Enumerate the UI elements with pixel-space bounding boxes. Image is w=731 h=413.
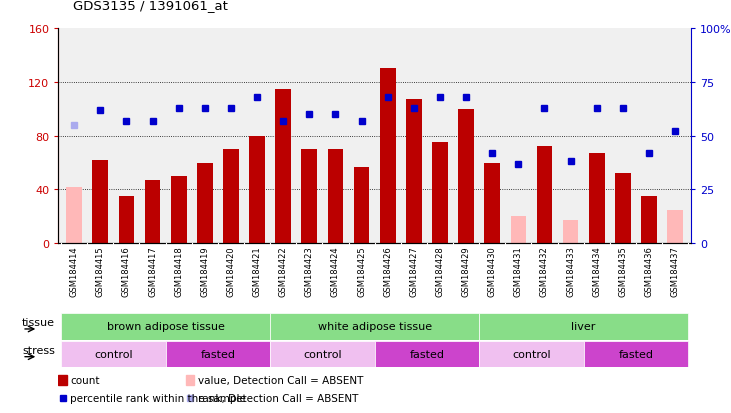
Text: GSM184428: GSM184428 [436, 246, 444, 297]
Text: liver: liver [572, 321, 596, 332]
Bar [406, 100, 422, 244]
Text: GSM184434: GSM184434 [592, 246, 601, 297]
Text: GSM184424: GSM184424 [331, 246, 340, 296]
Text: GSM184429: GSM184429 [461, 246, 471, 296]
Text: GSM184433: GSM184433 [566, 246, 575, 297]
Text: GSM184435: GSM184435 [618, 246, 627, 297]
Text: GSM184420: GSM184420 [227, 246, 235, 296]
Text: GSM184417: GSM184417 [148, 246, 157, 297]
Text: GSM184425: GSM184425 [357, 246, 366, 296]
Text: tissue: tissue [22, 318, 55, 328]
Bar [92, 161, 108, 244]
Text: fasted: fasted [200, 349, 235, 359]
Text: control: control [512, 349, 550, 359]
Text: GSM184416: GSM184416 [122, 246, 131, 297]
Text: brown adipose tissue: brown adipose tissue [107, 321, 224, 332]
Bar [479, 313, 688, 340]
Text: count: count [70, 375, 99, 385]
Bar [270, 341, 374, 368]
Bar [223, 150, 239, 244]
Bar [354, 167, 369, 244]
Text: GSM184431: GSM184431 [514, 246, 523, 297]
Bar [118, 197, 135, 244]
Bar [374, 341, 479, 368]
Bar [58, 375, 67, 385]
Text: GSM184436: GSM184436 [645, 246, 654, 297]
Text: GSM184430: GSM184430 [488, 246, 497, 297]
Bar [479, 341, 583, 368]
Text: percentile rank within the sample: percentile rank within the sample [70, 394, 246, 404]
Text: control: control [303, 349, 341, 359]
Bar [641, 197, 657, 244]
Text: GSM184418: GSM184418 [174, 246, 183, 297]
Bar [301, 150, 317, 244]
Text: GSM184427: GSM184427 [409, 246, 418, 297]
Bar [589, 154, 605, 244]
Text: white adipose tissue: white adipose tissue [317, 321, 432, 332]
Text: fasted: fasted [409, 349, 444, 359]
Text: stress: stress [22, 345, 55, 355]
Bar [485, 163, 500, 244]
Bar [563, 221, 578, 244]
Text: value, Detection Call = ABSENT: value, Detection Call = ABSENT [198, 375, 363, 385]
Bar [432, 143, 448, 244]
Bar [270, 313, 479, 340]
Text: GSM184415: GSM184415 [96, 246, 105, 296]
Bar [186, 375, 194, 385]
Bar [171, 177, 186, 244]
Text: GDS3135 / 1391061_at: GDS3135 / 1391061_at [73, 0, 228, 12]
Bar [537, 147, 553, 244]
Bar [380, 69, 395, 244]
Text: GSM184432: GSM184432 [540, 246, 549, 297]
Bar [458, 109, 474, 244]
Text: GSM184422: GSM184422 [279, 246, 288, 296]
Bar [61, 313, 270, 340]
Text: GSM184426: GSM184426 [383, 246, 393, 297]
Text: GSM184414: GSM184414 [69, 246, 79, 296]
Bar [166, 341, 270, 368]
Bar [276, 89, 291, 244]
Bar [249, 136, 265, 244]
Bar [510, 217, 526, 244]
Bar [197, 163, 213, 244]
Text: control: control [94, 349, 132, 359]
Bar [583, 341, 688, 368]
Text: GSM184423: GSM184423 [305, 246, 314, 297]
Text: rank, Detection Call = ABSENT: rank, Detection Call = ABSENT [198, 394, 358, 404]
Bar [61, 341, 166, 368]
Bar [327, 150, 344, 244]
Text: GSM184437: GSM184437 [670, 246, 680, 297]
Text: GSM184421: GSM184421 [252, 246, 262, 296]
Bar [145, 180, 160, 244]
Bar [615, 174, 631, 244]
Text: GSM184419: GSM184419 [200, 246, 209, 296]
Bar [67, 188, 82, 244]
Text: fasted: fasted [618, 349, 654, 359]
Bar [667, 210, 683, 244]
